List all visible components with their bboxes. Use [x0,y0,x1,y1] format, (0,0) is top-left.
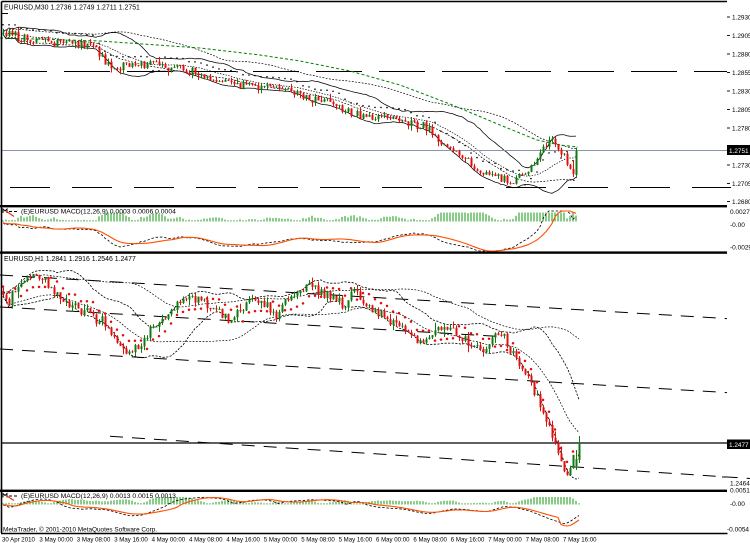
svg-text:1.2905: 1.2905 [732,33,750,40]
svg-text:0.0027: 0.0027 [730,209,750,216]
svg-text:1.2464: 1.2464 [730,481,750,488]
svg-text:0.0051: 0.0051 [730,488,750,495]
svg-text:7 May 08:00: 7 May 08:00 [526,536,560,543]
svg-text:-0.00: -0.00 [730,222,745,229]
svg-text:-0.0029: -0.0029 [730,245,750,252]
svg-text:1.2930: 1.2930 [732,15,750,22]
svg-text:4 May 08:00: 4 May 08:00 [189,536,223,543]
svg-text:6 May 00:00: 6 May 00:00 [376,536,410,543]
svg-text:1.2705: 1.2705 [732,181,750,188]
svg-text:1.2805: 1.2805 [732,107,750,114]
svg-text:7 May 00:00: 7 May 00:00 [488,536,522,543]
svg-text:-0.00: -0.00 [730,501,745,508]
svg-text:5 May 16:00: 5 May 16:00 [339,536,373,543]
svg-text:1.2751: 1.2751 [729,148,749,155]
svg-text:1.2880: 1.2880 [732,52,750,59]
svg-text:1.2780: 1.2780 [732,126,750,133]
svg-text:3 May 16:00: 3 May 16:00 [114,536,148,543]
svg-text:3 May 00:00: 3 May 00:00 [39,536,73,543]
svg-text:4 May 16:00: 4 May 16:00 [226,536,260,543]
svg-text:1.2855: 1.2855 [732,70,750,77]
svg-text:(E)EURUSD MACD(12,26,9) 0.0013: (E)EURUSD MACD(12,26,9) 0.0013 0.0015 0.… [21,493,176,500]
svg-text:1.2830: 1.2830 [732,89,750,96]
svg-text:1.2477: 1.2477 [729,442,749,449]
svg-text:3 May 08:00: 3 May 08:00 [77,536,111,543]
svg-text:6 May 08:00: 6 May 08:00 [413,536,447,543]
svg-text:6 May 16:00: 6 May 16:00 [451,536,485,543]
svg-text:5 May 08:00: 5 May 08:00 [301,536,335,543]
svg-text:7 May 16:00: 7 May 16:00 [563,536,597,543]
svg-text:4 May 00:00: 4 May 00:00 [152,536,186,543]
svg-text:(E)EURUSD MACD(12,26,9) 0.0003: (E)EURUSD MACD(12,26,9) 0.0003 0.0006 0.… [21,209,176,216]
svg-text:5 May 00:00: 5 May 00:00 [264,536,298,543]
svg-text:EURUSD,H1 1.2841 1.2916 1.2546: EURUSD,H1 1.2841 1.2916 1.2546 1.2477 [4,256,136,263]
svg-text:-0.0054: -0.0054 [727,527,749,534]
svg-text:1.2730: 1.2730 [732,163,750,170]
svg-text:EURUSD,M30 1.2736 1.2749 1.271: EURUSD,M30 1.2736 1.2749 1.2711 1.2751 [4,5,140,12]
svg-text:1.2680: 1.2680 [732,199,750,206]
svg-text:MetaTrader, © 2001-2010 MetaQu: MetaTrader, © 2001-2010 MetaQuotes Softw… [3,526,157,534]
svg-text:30 Apr 2010: 30 Apr 2010 [2,536,35,543]
